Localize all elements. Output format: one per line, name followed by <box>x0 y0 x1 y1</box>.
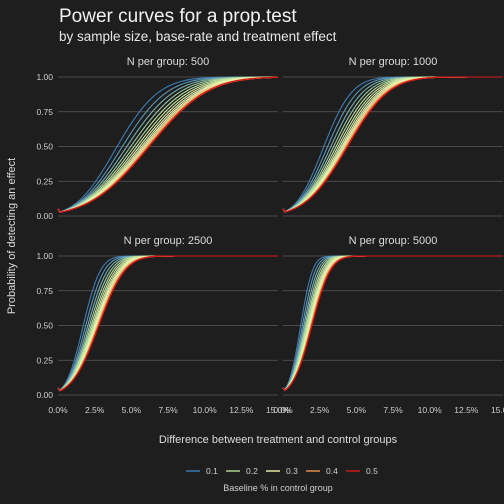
y-tick-label: 1.00 <box>36 72 53 82</box>
y-tick-label: 0.00 <box>36 211 53 221</box>
panel-n-1000: N per group: 1000 <box>282 56 503 217</box>
power-curve-baseline-0.5 <box>282 76 503 213</box>
y-tick-label: 0.00 <box>36 390 53 400</box>
panel-n-5000: N per group: 5000 0.0% 2.5% 5.0% 7.5% 10.0% 12… <box>273 235 504 415</box>
legend-label-0.1: 0.1 <box>206 466 218 476</box>
y-tick-label: 0.75 <box>36 107 53 117</box>
power-curve-baseline-0.5 <box>282 255 503 392</box>
x-tick-label: 10.0% <box>418 405 443 415</box>
panel-n-500: N per group: 500 0.00 0.25 0.50 0.75 1.00 <box>36 56 279 221</box>
y-tick-label: 0.75 <box>36 286 53 296</box>
facet-panels: N per group: 5000.000.250.500.751.00N pe… <box>36 56 504 415</box>
y-tick-label: 1.00 <box>36 251 53 261</box>
y-tick-label: 0.50 <box>36 142 53 152</box>
legend: 0.1 0.2 0.3 0.4 0.5 <box>186 466 378 476</box>
x-tick-label: 15.0% <box>491 405 504 415</box>
chart-title: Power curves for a prop.test <box>59 6 297 27</box>
chart-subtitle: by sample size, base-rate and treatment … <box>59 29 337 44</box>
x-tick-label: 5.0% <box>122 405 142 415</box>
panel-strip-label: N per group: 1000 <box>349 56 438 68</box>
legend-label-0.2: 0.2 <box>246 466 258 476</box>
x-tick-label: 2.5% <box>310 405 330 415</box>
panel-n-2500: N per group: 2500 0.00 0.25 0.50 0.75 1.00 0.0… <box>36 235 290 415</box>
panel-strip-label: N per group: 5000 <box>349 235 438 247</box>
y-tick-label: 0.25 <box>36 355 53 365</box>
legend-label-0.4: 0.4 <box>326 466 338 476</box>
y-tick-label: 0.50 <box>36 321 53 331</box>
x-tick-label: 7.5% <box>158 405 178 415</box>
panel-strip-label: N per group: 2500 <box>124 235 213 247</box>
x-tick-label: 0.0% <box>273 405 293 415</box>
power-curve-baseline-0.5 <box>57 255 278 392</box>
x-axis-title: Difference between treatment and control… <box>159 434 398 446</box>
x-tick-label: 7.5% <box>383 405 403 415</box>
x-tick-label: 10.0% <box>193 405 218 415</box>
x-tick-label: 5.0% <box>347 405 367 415</box>
x-tick-label: 0.0% <box>48 405 68 415</box>
power-curve-baseline-0.5 <box>57 76 279 213</box>
y-tick-label: 0.25 <box>36 176 53 186</box>
panel-strip-label: N per group: 500 <box>127 56 210 68</box>
x-tick-label: 12.5% <box>454 405 479 415</box>
x-tick-label: 2.5% <box>85 405 105 415</box>
x-tick-label: 15.0% <box>266 405 291 415</box>
x-tick-label: 12.5% <box>229 405 254 415</box>
legend-title: Baseline % in control group <box>223 483 333 493</box>
y-axis-title: Probability of detecting an effect <box>6 158 18 314</box>
legend-label-0.5: 0.5 <box>366 466 378 476</box>
legend-label-0.3: 0.3 <box>286 466 298 476</box>
